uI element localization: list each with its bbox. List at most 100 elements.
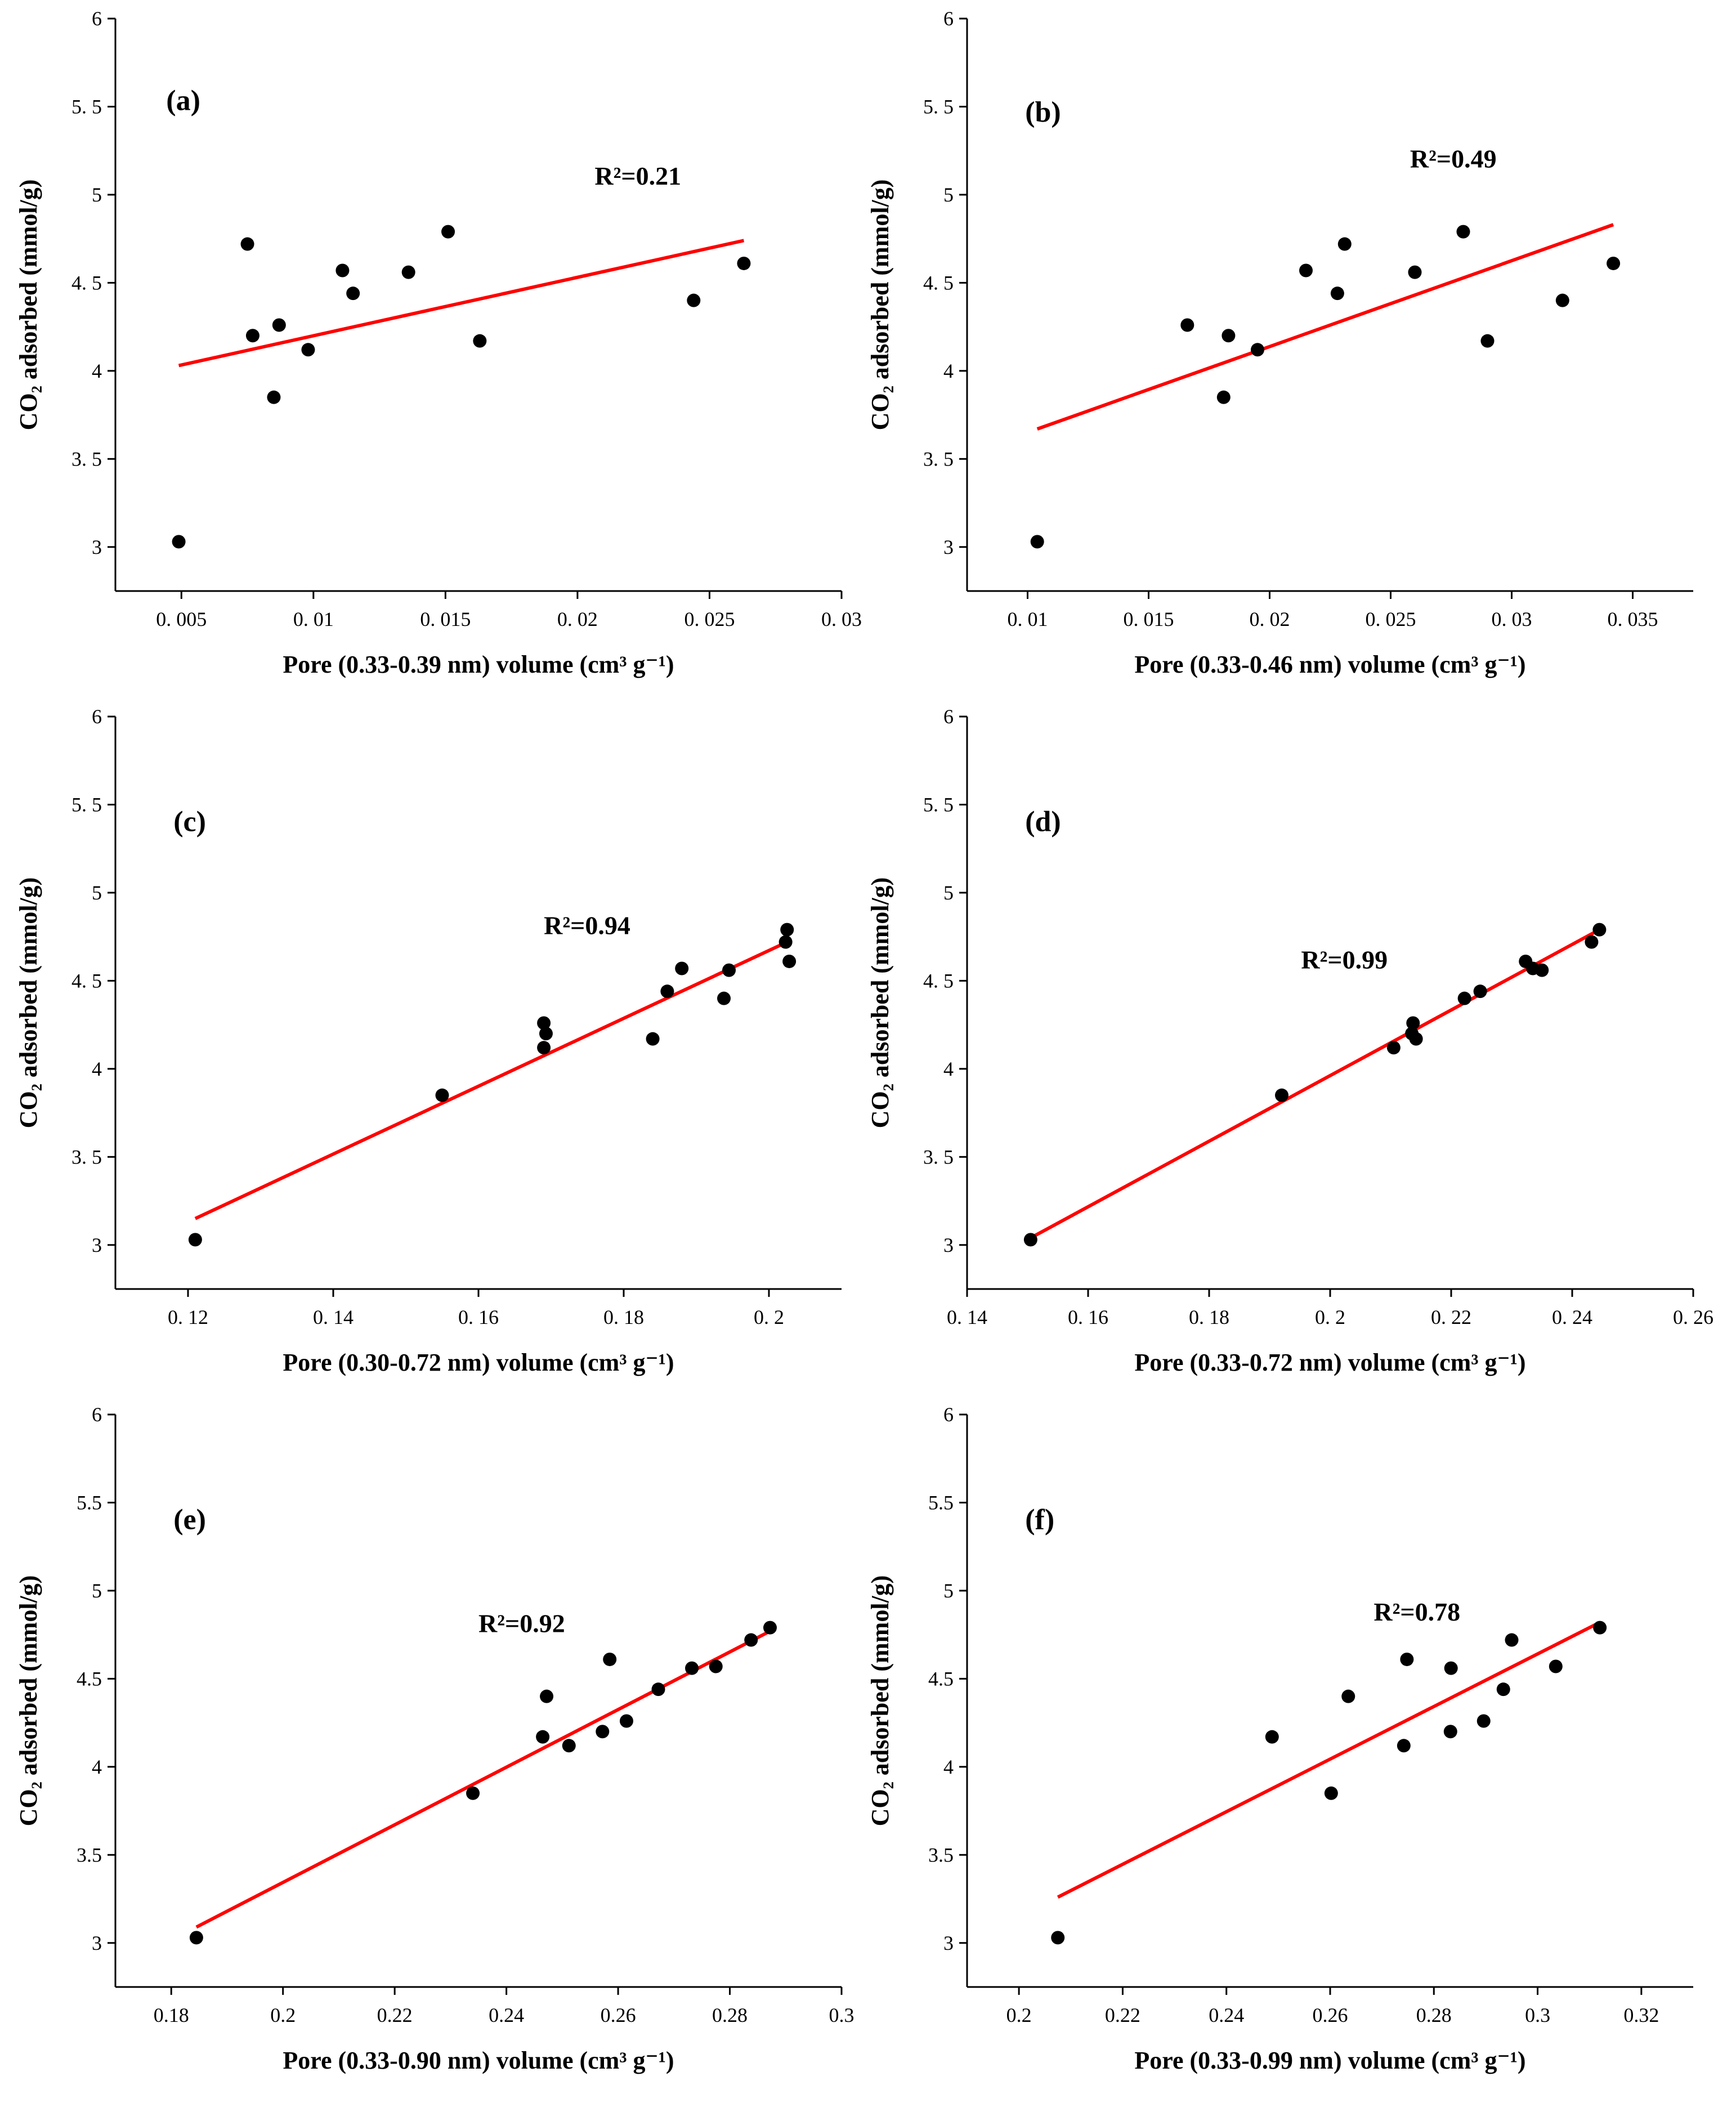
data-point: [1607, 256, 1621, 270]
panel-label: (f): [1025, 1503, 1054, 1536]
x-tick-label: 0. 12: [168, 1306, 208, 1328]
data-point: [1216, 390, 1231, 404]
data-point: [401, 265, 415, 279]
x-axis-label: Pore (0.33-0.72 nm) volume (cm³ g⁻¹): [1134, 1349, 1525, 1376]
data-point: [780, 923, 794, 937]
data-point: [240, 237, 254, 251]
x-tick-label: 0. 015: [420, 608, 471, 630]
y-tick-label: 4. 5: [71, 271, 102, 294]
x-tick-label: 0.24: [489, 2004, 524, 2026]
y-tick-label: 3: [92, 1234, 102, 1256]
y-tick-label: 6: [92, 7, 102, 30]
y-tick-label: 4: [92, 1756, 102, 1778]
data-point: [335, 263, 350, 278]
y-tick-label: 5: [943, 881, 954, 904]
y-tick-label: 4.5: [77, 1667, 102, 1690]
y-tick-label: 5: [943, 184, 954, 206]
y-axis-label: CO₂ adsorbed (mmol/g): [866, 1576, 894, 1827]
data-point: [301, 343, 315, 357]
x-tick-label: 0.3: [829, 2004, 854, 2026]
fit-line: [178, 239, 745, 368]
data-point: [1505, 1633, 1519, 1647]
data-point: [722, 963, 736, 977]
data-point: [172, 535, 186, 549]
data-point: [1400, 1652, 1414, 1666]
y-tick-label: 6: [92, 1403, 102, 1426]
chart-panel: 3 3. 5 4 4. 5 5 5. 5 6 0. 005 0. 01 0. 015 0. 02 0.…: [15, 7, 862, 678]
data-point: [763, 1621, 777, 1635]
y-tick-label: 5: [943, 1579, 954, 1602]
y-tick-label: 6: [943, 1403, 954, 1426]
y-tick-label: 4.5: [928, 1667, 954, 1690]
data-point: [737, 256, 751, 270]
x-tick-label: 0.18: [154, 2004, 189, 2026]
data-point: [537, 1016, 551, 1030]
x-axis-label: Pore (0.30-0.72 nm) volume (cm³ g⁻¹): [283, 1349, 674, 1376]
x-axis-label: Pore (0.33-0.39 nm) volume (cm³ g⁻¹): [283, 651, 674, 678]
data-point: [267, 390, 281, 404]
y-tick-label: 3: [92, 1932, 102, 1954]
x-tick-label: 0.22: [377, 2004, 413, 2026]
x-tick-label: 0. 14: [313, 1306, 354, 1328]
x-tick-label: 0. 26: [1673, 1306, 1713, 1328]
y-axis-label: CO₂ adsorbed (mmol/g): [866, 878, 894, 1129]
data-point: [189, 1931, 203, 1945]
y-tick-label: 5. 5: [923, 793, 954, 816]
y-axis-label: CO₂ adsorbed (mmol/g): [15, 1576, 42, 1827]
x-tick-label: 0. 02: [557, 608, 598, 630]
x-tick-label: 0.3: [1525, 2004, 1550, 2026]
x-tick-label: 0. 015: [1124, 608, 1174, 630]
data-point: [466, 1786, 480, 1800]
x-tick-label: 0.26: [1313, 2004, 1348, 2026]
data-point: [1180, 318, 1194, 332]
data-point: [603, 1652, 617, 1666]
y-tick-label: 5: [92, 184, 102, 206]
data-point: [1409, 1032, 1423, 1046]
x-tick-label: 0. 18: [603, 1306, 644, 1328]
data-point: [435, 1088, 449, 1102]
data-point: [1593, 1621, 1607, 1635]
y-tick-label: 6: [92, 705, 102, 728]
data-point: [1275, 1088, 1288, 1102]
data-point: [675, 961, 689, 975]
data-point: [687, 293, 701, 307]
x-tick-label: 0. 24: [1552, 1306, 1592, 1328]
x-tick-label: 0.24: [1209, 2004, 1244, 2026]
data-point: [1535, 963, 1549, 977]
x-tick-label: 0.28: [1416, 2004, 1452, 2026]
y-tick-label: 4: [92, 360, 102, 382]
data-point: [651, 1682, 665, 1697]
data-point: [1341, 1689, 1355, 1703]
data-point: [537, 1041, 551, 1055]
r-squared-label: R²=0.92: [478, 1609, 565, 1637]
data-point: [1496, 1682, 1510, 1697]
data-point: [1337, 237, 1352, 251]
x-tick-label: 0. 02: [1250, 608, 1290, 630]
y-tick-label: 4: [92, 1058, 102, 1080]
x-tick-label: 0. 18: [1189, 1306, 1229, 1328]
data-point: [1457, 991, 1471, 1005]
chart-panel: 3 3. 5 4 4. 5 5 5. 5 6 0. 01 0. 015 0. 02 0. 025 0.…: [866, 7, 1693, 678]
y-tick-label: 4. 5: [71, 969, 102, 992]
data-point: [562, 1739, 576, 1753]
data-point: [1222, 329, 1236, 343]
panel-label: (b): [1025, 96, 1061, 128]
data-point: [709, 1659, 723, 1673]
y-axis-label: CO₂ adsorbed (mmol/g): [866, 180, 894, 431]
data-point: [717, 991, 731, 1005]
x-tick-label: 0.26: [601, 2004, 636, 2026]
data-point: [539, 1027, 553, 1041]
y-tick-label: 3. 5: [923, 447, 954, 470]
data-point: [1555, 293, 1569, 307]
data-point: [685, 1661, 699, 1675]
data-point: [660, 984, 674, 999]
data-point: [1251, 343, 1264, 357]
x-tick-label: 0. 16: [458, 1306, 499, 1328]
y-tick-label: 5: [92, 1579, 102, 1602]
data-point: [441, 225, 455, 239]
data-point: [1592, 923, 1607, 937]
data-point: [245, 329, 259, 343]
data-point: [1443, 1725, 1457, 1739]
data-point: [1477, 1714, 1491, 1728]
